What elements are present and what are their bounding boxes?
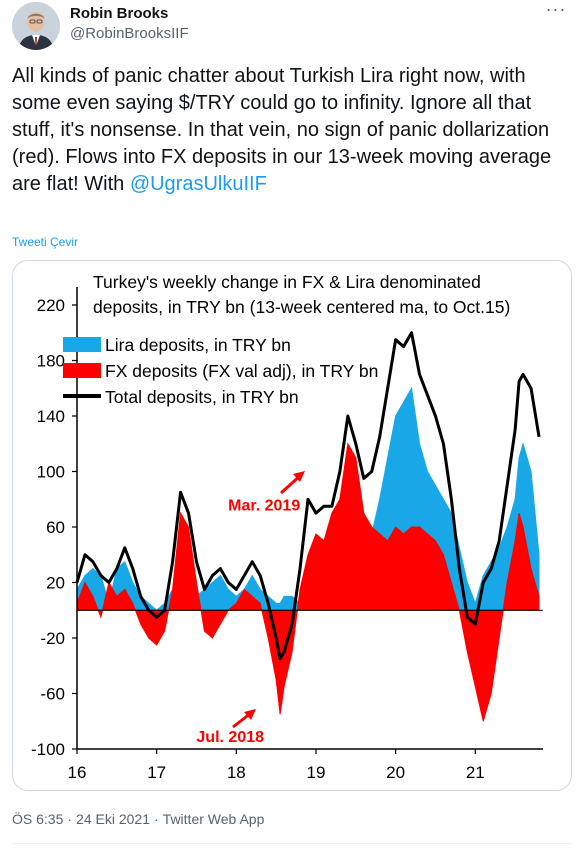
divider bbox=[12, 843, 572, 844]
author-handle[interactable]: @RobinBrooksIIF bbox=[70, 25, 189, 42]
tweet-time[interactable]: ÖS 6:35 bbox=[12, 811, 64, 827]
arrow-head-mar-2019-icon bbox=[293, 471, 305, 482]
tweet-header: Robin Brooks @RobinBrooksIIF ··· bbox=[12, 0, 572, 50]
total-deposits-line bbox=[75, 331, 541, 661]
translate-tweet-link[interactable]: Tweeti Çevir bbox=[12, 235, 79, 249]
legend-swatch bbox=[63, 337, 101, 352]
avatar-portrait-icon bbox=[12, 2, 60, 50]
x-tick-label: 21 bbox=[466, 763, 485, 782]
tweet-body: All kinds of panic chatter about Turkish… bbox=[12, 65, 552, 195]
y-tick-label: 60 bbox=[46, 518, 65, 537]
legend-label: Lira deposits, in TRY bn bbox=[105, 335, 291, 355]
tweet-meta: ÖS 6:35 · 24 Eki 2021 · Twitter Web App bbox=[12, 811, 265, 827]
fx-deposits-area bbox=[76, 442, 540, 722]
x-tick-label: 17 bbox=[147, 763, 166, 782]
x-tick-label: 16 bbox=[68, 763, 87, 782]
chart-title-line: Turkey's weekly change in FX & Lira deno… bbox=[93, 272, 481, 292]
avatar[interactable] bbox=[12, 2, 60, 50]
annotation-mar-2019: Mar. 2019 bbox=[228, 497, 300, 514]
x-tick-label: 20 bbox=[386, 763, 405, 782]
chart-title-line: deposits, in TRY bn (13-week centered ma… bbox=[93, 297, 510, 317]
more-dots-icon: ··· bbox=[545, 0, 567, 19]
tweet-text: All kinds of panic chatter about Turkish… bbox=[12, 63, 572, 198]
legend-label: Total deposits, in TRY bn bbox=[105, 387, 299, 407]
x-tick-label: 19 bbox=[307, 763, 326, 782]
author-name[interactable]: Robin Brooks bbox=[70, 5, 169, 22]
x-tick-label: 18 bbox=[227, 763, 246, 782]
y-tick-label: -100 bbox=[31, 740, 65, 759]
annotation-jul-2018: Jul. 2018 bbox=[196, 729, 264, 746]
tweet-source[interactable]: Twitter Web App bbox=[162, 811, 265, 827]
legend-label: FX deposits (FX val adj), in TRY bn bbox=[105, 361, 378, 381]
y-tick-label: 20 bbox=[46, 574, 65, 593]
tweet-date[interactable]: 24 Eki 2021 bbox=[76, 811, 150, 827]
y-tick-label: -60 bbox=[40, 685, 65, 704]
tweet-media-chart[interactable]: 220 180 140 100 60 20 -20 -60 -100 16 17 18 19 20 21 T… bbox=[12, 260, 572, 791]
legend-swatch bbox=[63, 363, 101, 378]
mention-link[interactable]: @UgrasUlkuIIF bbox=[129, 173, 267, 195]
y-tick-label: -20 bbox=[40, 629, 65, 648]
more-options-button[interactable]: ··· bbox=[544, 0, 568, 22]
y-tick-label: 140 bbox=[37, 407, 65, 426]
y-tick-label: 100 bbox=[37, 463, 65, 482]
y-tick-label: 180 bbox=[37, 352, 65, 371]
arrow-head-jul-2018-icon bbox=[244, 709, 256, 720]
y-tick-label: 220 bbox=[37, 296, 65, 315]
